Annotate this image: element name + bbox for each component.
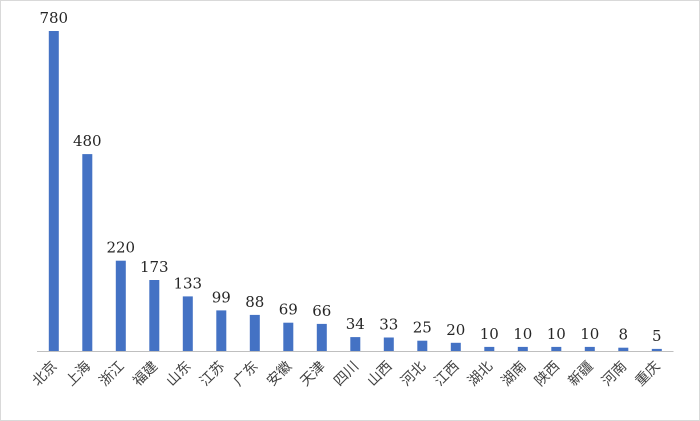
bar-湖南 (517, 346, 528, 351)
bar-广东 (249, 314, 260, 351)
bar-浙江 (115, 260, 126, 351)
category-label-新疆: 新疆 (566, 359, 597, 390)
category-label-山东: 山东 (164, 359, 195, 390)
category-label-江西: 江西 (432, 359, 463, 390)
value-label-河北: 25 (413, 319, 432, 337)
bars-group (48, 31, 662, 351)
value-label-四川: 34 (346, 315, 365, 333)
value-label-广东: 88 (245, 293, 264, 311)
value-label-天津: 66 (312, 302, 331, 320)
value-label-湖北: 10 (480, 325, 499, 343)
bar-福建 (149, 280, 160, 351)
value-label-福建: 173 (140, 258, 169, 276)
value-label-山西: 33 (379, 316, 398, 334)
bar-河南 (618, 347, 629, 351)
bar-天津 (316, 323, 327, 351)
value-label-浙江: 220 (106, 239, 135, 257)
value-label-新疆: 10 (580, 325, 599, 343)
value-label-山东: 133 (173, 274, 202, 292)
category-label-安徽: 安徽 (264, 359, 295, 390)
category-label-重庆: 重庆 (633, 359, 664, 390)
bar-上海 (82, 154, 93, 351)
value-label-河南: 8 (619, 326, 629, 344)
value-label-北京: 780 (39, 9, 68, 27)
value-label-江苏: 99 (212, 288, 231, 306)
bar-山东 (182, 296, 193, 351)
category-label-河北: 河北 (398, 359, 429, 390)
bar-重庆 (651, 348, 662, 351)
bar-北京 (48, 31, 59, 351)
category-label-北京: 北京 (30, 359, 61, 390)
bar-江西 (450, 342, 461, 351)
bar-河北 (417, 340, 428, 351)
category-label-天津: 天津 (298, 359, 329, 390)
bar-新疆 (584, 346, 595, 351)
category-labels-group: 北京 上海 浙江 福建 山东 江苏 广东 安徽 天津 四川 山西 河北 江西 湖北 湖南 陕西 新疆 河南 重庆 (30, 359, 664, 390)
bar-江苏 (216, 310, 227, 351)
category-label-广东: 广东 (231, 359, 262, 390)
value-label-湖南: 10 (513, 325, 532, 343)
category-label-湖南: 湖南 (499, 359, 530, 390)
category-label-江苏: 江苏 (197, 359, 228, 390)
value-label-江西: 20 (446, 321, 465, 339)
category-label-湖北: 湖北 (465, 359, 496, 390)
category-label-陕西: 陕西 (532, 359, 563, 390)
category-label-河南: 河南 (599, 359, 630, 390)
bar-安徽 (283, 322, 294, 351)
bar-山西 (383, 337, 394, 351)
bar-四川 (350, 337, 361, 351)
category-label-四川: 四川 (331, 359, 362, 390)
category-label-福建: 福建 (130, 359, 161, 390)
value-label-陕西: 10 (547, 325, 566, 343)
category-label-山西: 山西 (365, 359, 396, 390)
category-label-浙江: 浙江 (97, 359, 128, 390)
value-label-重庆: 5 (652, 327, 662, 345)
value-label-上海: 480 (73, 132, 102, 150)
bar-陕西 (551, 346, 562, 351)
value-label-安徽: 69 (279, 301, 298, 319)
bar-湖北 (484, 346, 495, 351)
category-label-上海: 上海 (63, 359, 94, 390)
